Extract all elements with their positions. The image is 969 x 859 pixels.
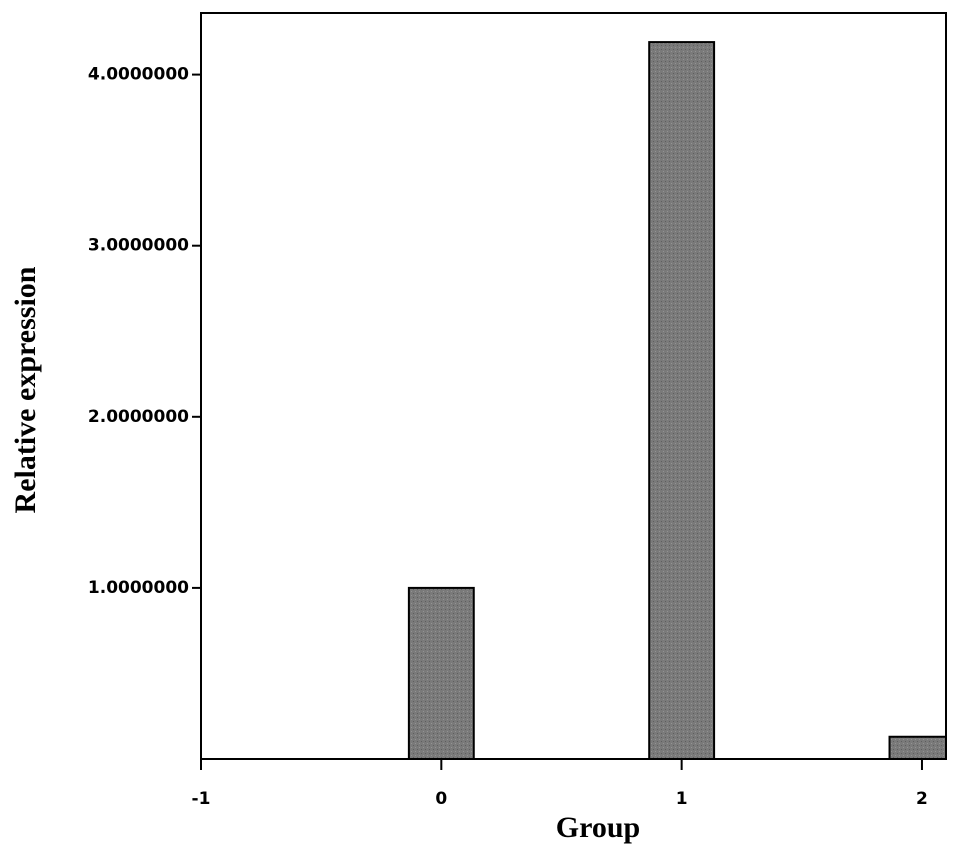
y-tick-label: 2.0000000 — [88, 407, 189, 427]
y-tick-label: 4.0000000 — [88, 65, 189, 85]
x-tick-label: -1 — [192, 789, 211, 809]
y-axis-label: Relative expression — [9, 266, 42, 513]
x-tick-label: 1 — [676, 789, 688, 809]
x-tick-label: 2 — [916, 789, 928, 809]
x-tick-label: 0 — [435, 789, 447, 809]
bar — [888, 735, 947, 761]
x-axis-label: Group — [556, 811, 640, 844]
plot-frame — [200, 12, 947, 760]
y-tick-label: 1.0000000 — [88, 578, 189, 598]
y-tick-label: 3.0000000 — [88, 236, 189, 256]
bar — [407, 586, 475, 761]
bar — [648, 41, 716, 760]
